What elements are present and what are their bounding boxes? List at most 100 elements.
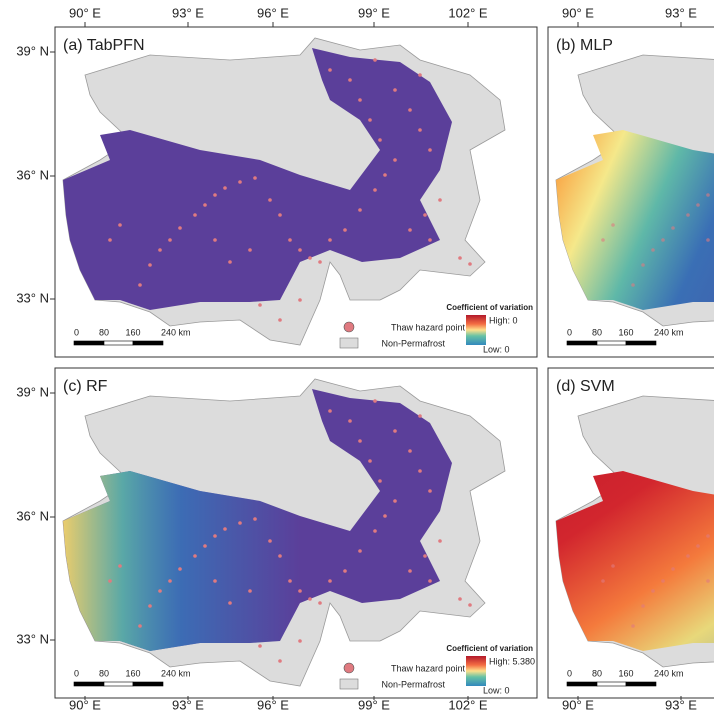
thaw-hazard-point [248, 248, 252, 252]
thaw-hazard-point [213, 579, 217, 583]
thaw-hazard-point [328, 68, 332, 72]
lon-label: 96° E [257, 5, 289, 20]
thaw-hazard-point [328, 409, 332, 413]
map-panel: (c) RF 0 80 160 240 km Coefficient of variati… [54, 367, 538, 699]
thaw-hazard-point [203, 203, 207, 207]
legend-low: Low: 0 [483, 685, 510, 695]
lon-label: 93° E [665, 697, 697, 712]
thaw-hazard-point [428, 579, 432, 583]
scale-bar [625, 681, 657, 687]
scale-label: 240 km [654, 327, 684, 337]
legend-gray-symbol [339, 337, 359, 349]
scale-bar [73, 681, 105, 687]
legend-points: Thaw hazard point [391, 322, 466, 332]
legend-title: Coefficient of variation [446, 303, 533, 312]
lon-label: 99° E [358, 5, 390, 20]
thaw-hazard-point [418, 128, 422, 132]
thaw-hazard-point [193, 213, 197, 217]
scale-bar [103, 681, 134, 687]
thaw-hazard-point [343, 228, 347, 232]
thaw-hazard-point [458, 256, 462, 260]
thaw-hazard-point [158, 589, 162, 593]
thaw-hazard-point [393, 429, 397, 433]
lat-label: 36° N [16, 167, 49, 182]
lon-label: 102° E [448, 5, 488, 20]
thaw-hazard-point [358, 208, 362, 212]
scale-bar [625, 340, 657, 346]
thaw-hazard-point [158, 248, 162, 252]
lon-label: 96° E [257, 697, 289, 712]
scale-label: 240 km [654, 668, 684, 678]
thaw-hazard-point [601, 238, 605, 242]
thaw-hazard-point [118, 223, 122, 227]
thaw-hazard-point [148, 604, 152, 608]
lon-label: 90° E [562, 697, 594, 712]
legend-non-permafrost: Non-Permafrost [381, 338, 445, 348]
permafrost-area [556, 130, 714, 310]
map-panel: (a) TabPFN 0 80 160 240 km Coefficient of var… [54, 26, 538, 358]
thaw-hazard-point [358, 549, 362, 553]
lon-label: 99° E [358, 697, 390, 712]
map-panel: (b) MLP 0 80 160 240 km [547, 26, 714, 358]
legend-point-symbol [343, 321, 355, 333]
thaw-hazard-point [661, 238, 665, 242]
thaw-hazard-point [631, 624, 635, 628]
thaw-hazard-point [268, 539, 272, 543]
thaw-hazard-point [686, 213, 690, 217]
thaw-hazard-point [288, 579, 292, 583]
thaw-hazard-point [318, 601, 322, 605]
thaw-hazard-point [438, 198, 442, 202]
panel-title: (c) RF [63, 378, 108, 395]
thaw-hazard-point [438, 539, 442, 543]
lat-label: 39° N [16, 384, 49, 399]
color-bar [466, 315, 486, 345]
thaw-hazard-point [661, 579, 665, 583]
thaw-hazard-point [213, 238, 217, 242]
thaw-hazard-point [213, 193, 217, 197]
thaw-hazard-point [383, 173, 387, 177]
thaw-hazard-point [223, 186, 227, 190]
map-panel: (d) SVM 0 80 160 240 km [547, 367, 714, 699]
thaw-hazard-point [458, 597, 462, 601]
thaw-hazard-point [328, 579, 332, 583]
thaw-hazard-point [138, 624, 142, 628]
thaw-hazard-point [368, 459, 372, 463]
scale-label: 0 [74, 668, 79, 678]
thaw-hazard-point [278, 659, 282, 663]
rf-variation-area [63, 471, 300, 651]
thaw-hazard-point [348, 419, 352, 423]
thaw-hazard-point [601, 579, 605, 583]
lon-label: 90° E [69, 697, 101, 712]
thaw-hazard-point [308, 597, 312, 601]
thaw-hazard-point [368, 118, 372, 122]
thaw-hazard-point [148, 263, 152, 267]
thaw-hazard-point [373, 399, 377, 403]
thaw-hazard-point [428, 238, 432, 242]
thaw-hazard-point [428, 148, 432, 152]
thaw-hazard-point [358, 98, 362, 102]
thaw-hazard-point [641, 263, 645, 267]
legend-point-symbol [343, 662, 355, 674]
legend-gray-symbol [339, 678, 359, 690]
lon-label: 93° E [172, 5, 204, 20]
thaw-hazard-point [423, 554, 427, 558]
scale-label: 0 [567, 327, 572, 337]
thaw-hazard-point [258, 644, 262, 648]
thaw-hazard-point [213, 534, 217, 538]
thaw-hazard-point [393, 88, 397, 92]
thaw-hazard-point [278, 318, 282, 322]
lat-label: 33° N [16, 290, 49, 305]
scale-label: 240 km [161, 668, 191, 678]
lon-label: 102° E [448, 697, 488, 712]
thaw-hazard-point [238, 521, 242, 525]
lon-label: 93° E [172, 697, 204, 712]
thaw-hazard-point [378, 479, 382, 483]
scale-bar [103, 340, 134, 346]
thaw-hazard-point [248, 589, 252, 593]
lon-label: 90° E [69, 5, 101, 20]
thaw-hazard-point [468, 603, 472, 607]
scale-label: 80 [592, 327, 602, 337]
thaw-hazard-point [373, 529, 377, 533]
thaw-hazard-point [348, 78, 352, 82]
thaw-hazard-point [373, 58, 377, 62]
